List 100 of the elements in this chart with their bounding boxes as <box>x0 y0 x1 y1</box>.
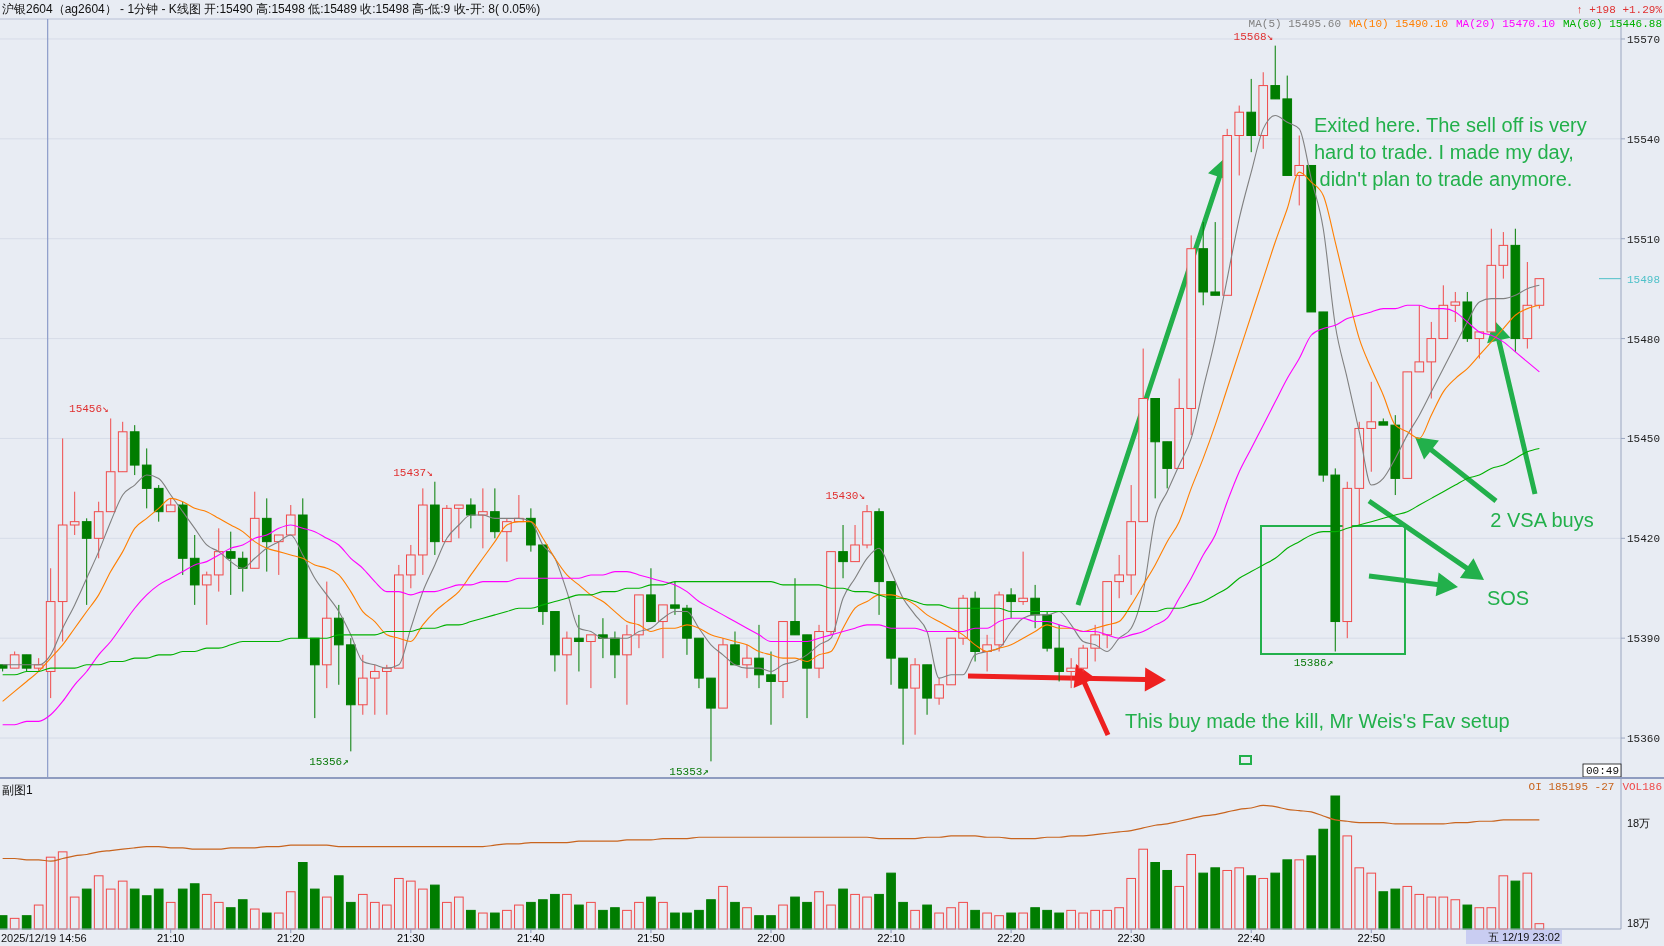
bar <box>1030 907 1040 930</box>
bar <box>430 884 440 930</box>
candlestick <box>850 524 860 563</box>
text: ↑ +198 +1.29% <box>1576 4 1663 16</box>
bar <box>117 880 128 930</box>
bar <box>1402 885 1413 930</box>
text: OI 185195 -27 <box>1528 781 1615 793</box>
bar <box>826 904 836 930</box>
bar <box>574 904 584 930</box>
bar <box>454 896 464 930</box>
candlestick <box>1366 381 1377 473</box>
bar <box>1522 872 1533 930</box>
bar <box>538 899 548 930</box>
text: 五 12/19 23:02 <box>1487 931 1560 943</box>
bar <box>1510 880 1521 930</box>
y-tick-label: 15420 <box>1627 533 1661 546</box>
candlestick <box>213 527 224 593</box>
x-tick-label: 21:10 <box>156 932 185 944</box>
bar <box>1186 854 1197 930</box>
bar <box>1450 899 1461 930</box>
annotation: 2 VSA buys <box>1490 509 1594 531</box>
candlestick <box>1234 105 1245 176</box>
y-tick-label: 15540 <box>1627 133 1661 146</box>
bar <box>33 904 44 930</box>
bar <box>369 901 380 930</box>
bar <box>177 888 188 930</box>
annotation: Exited here. The sell off is very hard to trade. I made my day, didn't plan to trade anymore. <box>1314 114 1587 190</box>
bar <box>321 896 332 930</box>
bar <box>394 877 404 930</box>
bar <box>874 893 884 930</box>
candlestick <box>1030 584 1040 629</box>
candlestick <box>1426 321 1437 399</box>
bar <box>141 895 152 930</box>
bar <box>766 915 776 930</box>
bar <box>610 907 620 930</box>
bar <box>69 896 80 930</box>
bar <box>225 907 236 930</box>
candlestick <box>490 487 500 539</box>
text: 18万 <box>1627 917 1651 929</box>
y-tick-label: 15390 <box>1627 633 1661 646</box>
bar <box>1246 875 1257 930</box>
bar <box>1150 862 1160 930</box>
bar <box>201 893 212 930</box>
annotation: 15568↘ <box>1233 30 1274 43</box>
bar <box>1366 872 1377 930</box>
x-tick-label: 22:20 <box>997 932 1025 944</box>
candlestick <box>1078 644 1088 672</box>
candlestick <box>1474 331 1485 360</box>
text: VOL186 <box>1622 781 1663 793</box>
bar <box>1066 909 1076 930</box>
candlestick <box>1414 304 1425 373</box>
bar <box>1270 872 1281 930</box>
x-tick-label: 22:10 <box>877 932 905 944</box>
bar <box>1222 869 1233 930</box>
text: 18万 <box>1627 817 1651 829</box>
bar <box>526 901 536 930</box>
bar <box>213 901 224 930</box>
bar <box>1330 795 1341 930</box>
bar <box>598 909 608 930</box>
bar <box>1462 904 1473 930</box>
candlestick <box>237 551 248 593</box>
y-tick-label: 15480 <box>1627 333 1661 346</box>
bar <box>1078 912 1088 930</box>
text: 2025/12/19 14:56 <box>1 932 87 944</box>
candlestick <box>225 531 236 596</box>
candlestick <box>790 577 800 636</box>
annotation: This buy made the kill, Mr Weis's Fav setup <box>1125 710 1510 732</box>
text: 00:49 <box>1585 765 1619 777</box>
bar <box>297 862 308 930</box>
bar <box>1426 896 1437 930</box>
bar <box>742 907 752 930</box>
bar <box>1258 877 1269 930</box>
bar <box>970 909 980 930</box>
bar <box>502 909 512 930</box>
bar <box>934 912 944 930</box>
candlestick <box>934 677 944 706</box>
bar <box>93 875 104 930</box>
bar <box>658 901 668 930</box>
bar <box>1342 835 1353 930</box>
candlestick <box>910 657 920 736</box>
bar <box>9 917 20 930</box>
annotation: 15386↗ <box>1293 656 1334 669</box>
bar <box>57 851 68 930</box>
candlestick <box>754 624 764 689</box>
bar <box>634 901 644 930</box>
x-tick-label: 22:30 <box>1117 932 1145 944</box>
candlestick <box>1054 624 1064 682</box>
bar <box>898 901 908 930</box>
annotation: 15456↘ <box>69 403 109 416</box>
bar <box>1198 872 1209 930</box>
bar <box>478 912 488 930</box>
bar <box>946 907 956 930</box>
candlestick <box>622 624 632 706</box>
bar <box>45 856 56 930</box>
candlestick <box>766 651 776 726</box>
bar <box>514 904 524 930</box>
bar <box>442 901 452 930</box>
y-tick-label: 15570 <box>1627 33 1661 46</box>
candlestick <box>285 504 296 536</box>
bar <box>1282 859 1293 930</box>
